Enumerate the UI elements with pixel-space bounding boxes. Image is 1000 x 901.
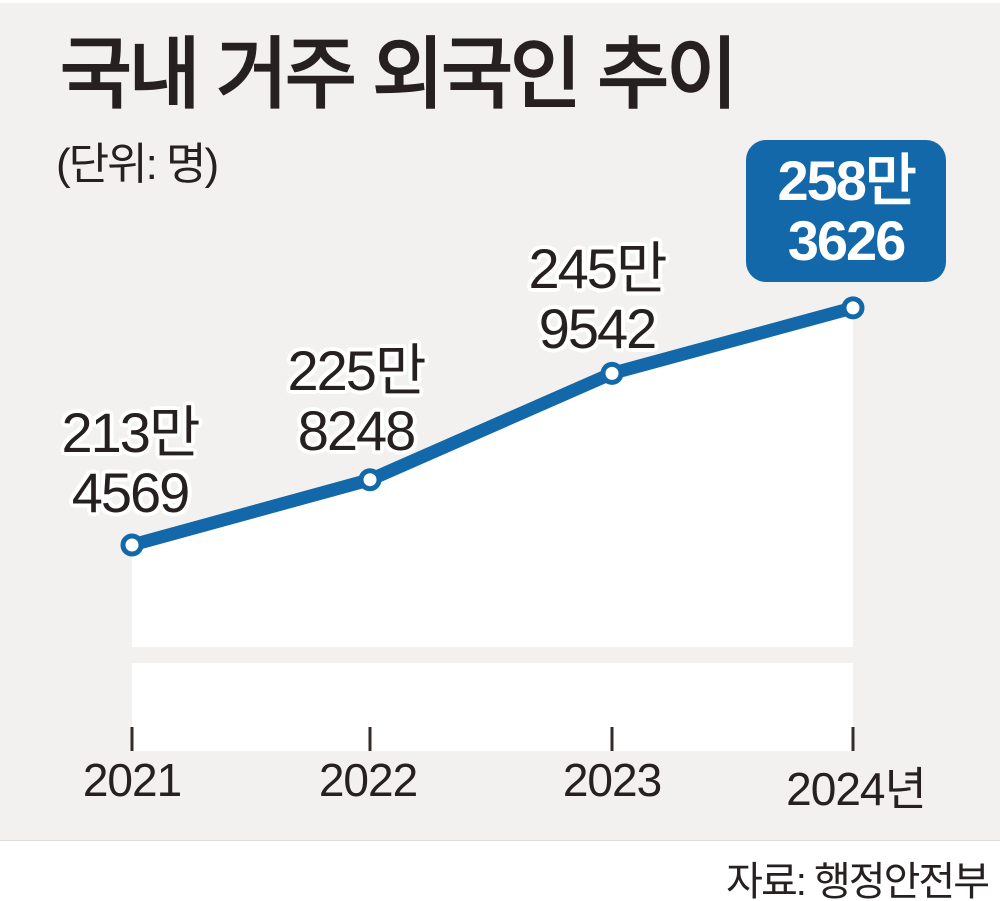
callout-line-2: 3626 xyxy=(787,209,907,272)
point-label-2022-line2: 8248 xyxy=(297,399,417,462)
point-label-2021-line1: 213만 xyxy=(61,401,201,464)
chart-line xyxy=(125,301,860,552)
point-label-2022-line1: 225만 xyxy=(287,339,427,402)
source-footer: 자료: 행정안전부 xyxy=(0,840,1000,901)
point-label-2023-line2: 9542 xyxy=(538,297,658,360)
point-label-2023: 245만 9542 xyxy=(528,237,668,360)
data-point-2023 xyxy=(600,361,624,385)
point-label-2021-line2: 4569 xyxy=(71,461,191,524)
point-label-2022: 225만 8248 xyxy=(287,339,427,462)
axis-break-band xyxy=(132,647,853,663)
point-label-2023-line1: 245만 xyxy=(528,237,668,300)
area-fill xyxy=(132,307,853,751)
top-border xyxy=(0,0,1000,3)
callout-badge-2024: 258만 3626 xyxy=(746,140,946,282)
x-axis-label-2021: 2021 xyxy=(82,754,182,806)
page-title: 국내 거주 외국인 추이 xyxy=(60,30,738,118)
callout-line-1: 258만 xyxy=(777,149,917,212)
data-point-2024 xyxy=(841,296,865,320)
source-text: 자료: 행정안전부 xyxy=(726,860,990,901)
x-axis-label-2024: 2024년 xyxy=(786,763,927,815)
point-label-2021: 213만 4569 xyxy=(61,401,201,524)
x-axis-label-2022: 2022 xyxy=(318,754,418,806)
data-point-2022 xyxy=(358,468,382,492)
data-point-2021 xyxy=(120,533,144,557)
x-axis-label-2023: 2023 xyxy=(562,754,662,806)
unit-label: (단위: 명) xyxy=(56,140,219,189)
